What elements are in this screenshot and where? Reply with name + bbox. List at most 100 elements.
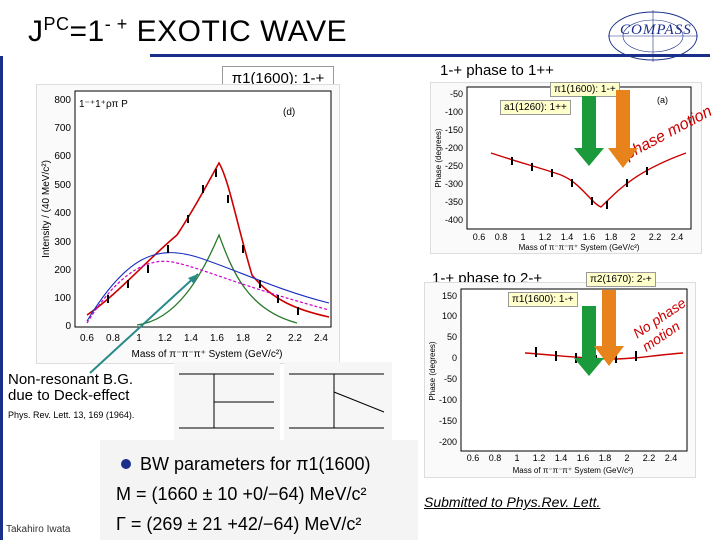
ytick: -50 bbox=[450, 89, 463, 99]
formula-line1: BW parameters for π1(1600) bbox=[140, 454, 371, 474]
title-underline bbox=[150, 54, 710, 57]
left-panel: (d) bbox=[283, 107, 295, 118]
xtick: 2.4 bbox=[671, 232, 684, 242]
xtick: 1.6 bbox=[577, 453, 590, 463]
ytick: 0 bbox=[452, 353, 457, 363]
ytick: -150 bbox=[445, 125, 463, 135]
data-points bbox=[107, 169, 299, 315]
compass-logo: COMPASS bbox=[598, 8, 708, 66]
xtick: 1.8 bbox=[605, 232, 618, 242]
orange-arrow-top bbox=[608, 90, 638, 168]
pointer-arrow bbox=[89, 273, 199, 374]
xtick: 1.2 bbox=[158, 333, 172, 344]
xtick: 0.8 bbox=[495, 232, 508, 242]
author-footer: Takahiro Iwata bbox=[6, 524, 71, 535]
ytick: 500 bbox=[54, 180, 71, 191]
xtick: 2.2 bbox=[649, 232, 662, 242]
xtick: 1 bbox=[520, 232, 525, 242]
ytick: -100 bbox=[445, 107, 463, 117]
xtick: 1.4 bbox=[184, 333, 198, 344]
left-tag: 1⁻⁺1⁺ρπ P bbox=[79, 99, 128, 110]
submitted-note: Submitted to Phys.Rev. Lett. bbox=[424, 494, 601, 510]
ytick: -150 bbox=[439, 416, 457, 426]
ytick: 0 bbox=[65, 321, 71, 332]
ytick: 200 bbox=[54, 265, 71, 276]
top-xlabel: Mass of π⁻π⁻π⁺ System (GeV/c²) bbox=[519, 243, 640, 252]
orange-arrow-bottom bbox=[594, 290, 624, 366]
xtick: 1 bbox=[136, 333, 142, 344]
top-ylabel: Phase (degrees) bbox=[434, 128, 443, 187]
ytick: -300 bbox=[445, 179, 463, 189]
xtick: 2 bbox=[624, 453, 629, 463]
bw-formula: BW parameters for π1(1600) M = (1660 ± 1… bbox=[100, 440, 418, 540]
a1-box: a1(1260): 1++ bbox=[500, 100, 571, 115]
xtick: 1.2 bbox=[533, 453, 546, 463]
xtick: 2.4 bbox=[314, 333, 328, 344]
nonresonant-note: Non-resonant B.G. due to Deck-effect bbox=[8, 372, 133, 404]
xtick: 1.8 bbox=[599, 453, 612, 463]
xtick: 2 bbox=[630, 232, 635, 242]
page-title: JPC=1- + EXOTIC WAVE bbox=[28, 14, 348, 48]
left-yticks: 800 700 600 500 400 300 200 100 0 bbox=[54, 95, 71, 332]
xtick: 1.4 bbox=[561, 232, 574, 242]
nonresonant-line2: due to Deck-effect bbox=[8, 387, 130, 404]
pi2-box: π2(1670): 2-+ bbox=[586, 272, 656, 287]
left-accent-bar bbox=[0, 56, 3, 540]
ytick: 700 bbox=[54, 123, 71, 134]
left-xlabel: Mass of π⁻π⁻π⁺ System (GeV/c²) bbox=[132, 349, 283, 360]
nonresonant-line1: Non-resonant B.G. bbox=[8, 371, 134, 388]
xtick: 2.2 bbox=[288, 333, 302, 344]
ytick: -400 bbox=[445, 215, 463, 225]
xtick: 1.2 bbox=[539, 232, 552, 242]
ytick: 50 bbox=[447, 332, 457, 342]
ytick: -100 bbox=[439, 395, 457, 405]
bottom-xlabel: Mass of π⁻π⁻π⁺ System (GeV/c²) bbox=[513, 466, 634, 475]
phase-plot-bottom: 150 100 50 0 -50 -100 -150 -200 0.6 0.8 … bbox=[424, 282, 696, 478]
pi1-bottom-box: π1(1600): 1-+ bbox=[508, 292, 578, 307]
top-panel: (a) bbox=[657, 95, 668, 105]
xtick: 2.2 bbox=[643, 453, 656, 463]
xtick: 0.8 bbox=[489, 453, 502, 463]
background-curve-2 bbox=[86, 252, 330, 322]
logo-text: COMPASS bbox=[620, 22, 692, 38]
feynman-diagram-2 bbox=[284, 362, 392, 440]
xtick: 2 bbox=[266, 333, 272, 344]
phase-fit-curve-bottom bbox=[524, 352, 684, 360]
xtick: 0.6 bbox=[473, 232, 486, 242]
ytick: -200 bbox=[445, 143, 463, 153]
ytick: -50 bbox=[444, 374, 457, 384]
xtick: 0.8 bbox=[106, 333, 120, 344]
phase-top-label: 1-+ phase to 1++ bbox=[440, 62, 554, 79]
xtick: 1.6 bbox=[583, 232, 596, 242]
formula-line3: Γ = (269 ± 21 +42/−64) MeV/c² bbox=[116, 514, 361, 534]
xtick: 1.8 bbox=[236, 333, 250, 344]
ytick: 800 bbox=[54, 95, 71, 106]
ytick: 400 bbox=[54, 208, 71, 219]
background-curve bbox=[86, 260, 330, 324]
xtick: 2.4 bbox=[665, 453, 678, 463]
bullet-icon bbox=[121, 459, 131, 469]
ytick: 150 bbox=[442, 291, 457, 301]
bw-resonance-curve bbox=[136, 233, 298, 326]
xtick: 1.6 bbox=[210, 333, 224, 344]
left-xticks: 0.6 0.8 1 1.2 1.4 1.6 1.8 2 2.2 2.4 bbox=[80, 333, 328, 344]
ytick: -350 bbox=[445, 197, 463, 207]
reference-note: Phys. Rev. Lett. 13, 169 (1964). bbox=[8, 410, 135, 420]
phase-fit-curve bbox=[490, 152, 687, 208]
ytick: 100 bbox=[442, 311, 457, 321]
xtick: 1.4 bbox=[555, 453, 568, 463]
green-arrow-top bbox=[574, 96, 604, 166]
xtick: 0.6 bbox=[80, 333, 94, 344]
ytick: 300 bbox=[54, 237, 71, 248]
feynman-diagram-1 bbox=[174, 362, 280, 440]
ytick: -200 bbox=[439, 437, 457, 447]
intensity-plot: 800 700 600 500 400 300 200 100 0 0.6 0.… bbox=[36, 84, 340, 364]
ytick: 600 bbox=[54, 151, 71, 162]
ytick: -250 bbox=[445, 161, 463, 171]
xtick: 1 bbox=[514, 453, 519, 463]
ytick: 100 bbox=[54, 293, 71, 304]
formula-line2: M = (1660 ± 10 +0/−64) MeV/c² bbox=[116, 484, 367, 504]
green-arrow-bottom bbox=[574, 306, 604, 376]
left-ylabel: Intensity / (40 MeV/c²) bbox=[41, 160, 52, 258]
xtick: 0.6 bbox=[467, 453, 480, 463]
